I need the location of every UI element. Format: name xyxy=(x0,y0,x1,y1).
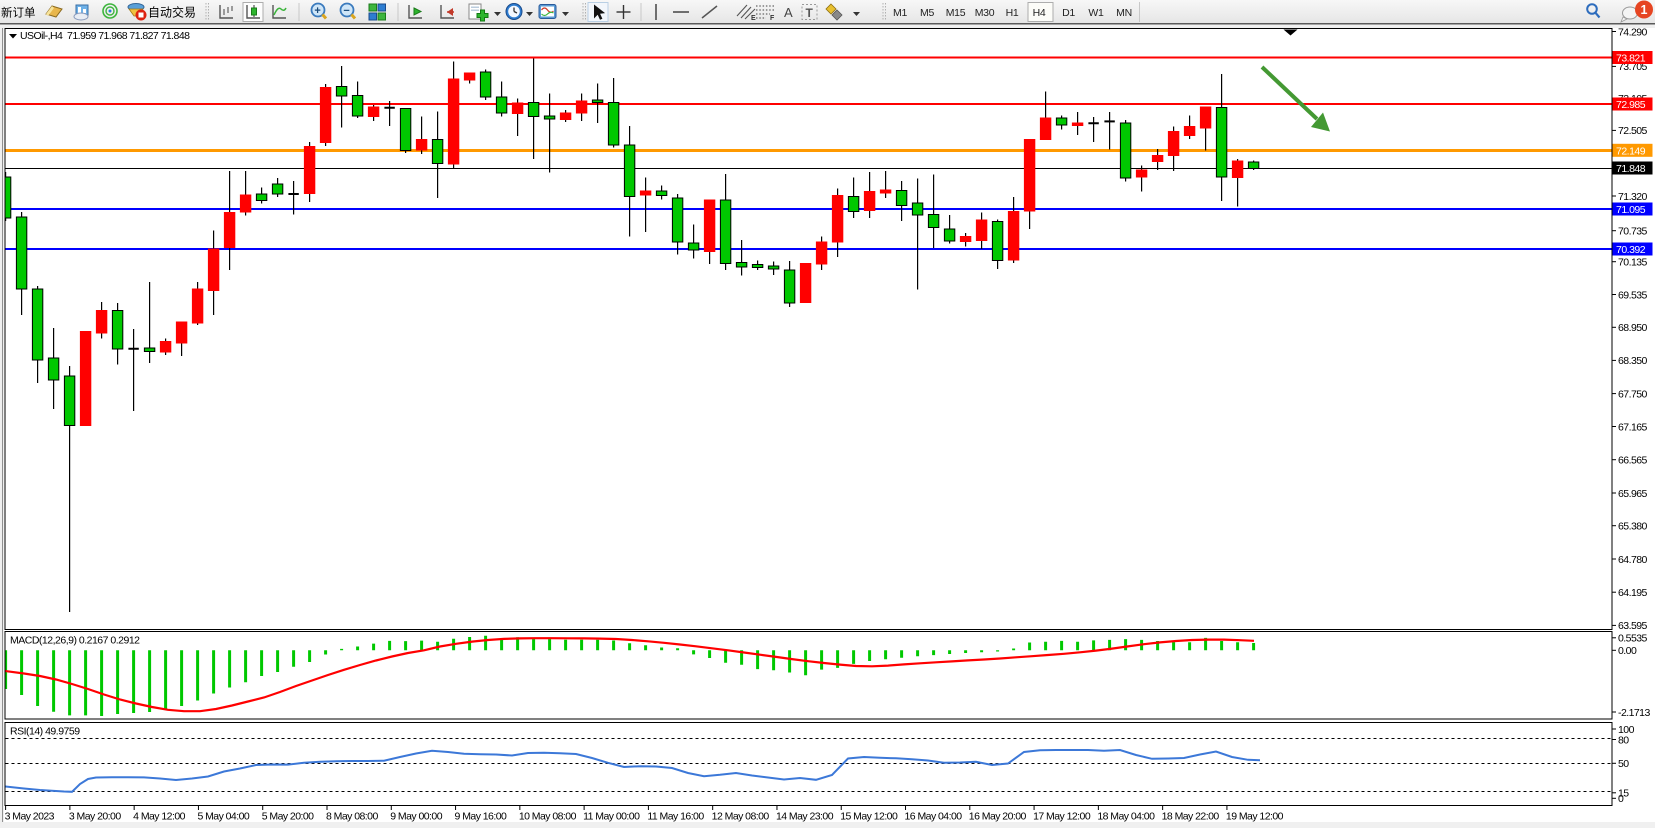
svg-text:16 May 20:00: 16 May 20:00 xyxy=(969,811,1027,823)
svg-text:USOil-,H4 71.959 71.968 71.82: USOil-,H4 71.959 71.968 71.827 71.848 xyxy=(20,30,190,42)
svg-text:新订单: 新订单 xyxy=(1,6,36,20)
svg-text:0.00: 0.00 xyxy=(1618,645,1637,657)
svg-text:72.505: 72.505 xyxy=(1618,125,1648,137)
svg-text:10 May 08:00: 10 May 08:00 xyxy=(519,811,577,823)
svg-text:71.095: 71.095 xyxy=(1616,204,1646,216)
svg-text:5 May 20:00: 5 May 20:00 xyxy=(262,811,314,823)
svg-text:71.320: 71.320 xyxy=(1618,191,1648,203)
svg-text:11 May 00:00: 11 May 00:00 xyxy=(583,811,640,823)
svg-text:3 May 2023: 3 May 2023 xyxy=(5,811,55,823)
svg-text:72.149: 72.149 xyxy=(1616,146,1646,158)
svg-text:16 May 04:00: 16 May 04:00 xyxy=(905,811,963,823)
svg-text:4 May 12:00: 4 May 12:00 xyxy=(133,811,185,823)
svg-text:71.848: 71.848 xyxy=(1616,163,1646,175)
svg-text:73.821: 73.821 xyxy=(1616,53,1646,65)
svg-text:M30: M30 xyxy=(975,7,995,19)
svg-text:0: 0 xyxy=(1618,793,1624,805)
svg-text:17 May 12:00: 17 May 12:00 xyxy=(1033,811,1091,823)
svg-text:15: 15 xyxy=(1618,788,1629,800)
svg-text:69.535: 69.535 xyxy=(1618,289,1648,301)
svg-text:80: 80 xyxy=(1618,734,1629,746)
svg-text:12 May 08:00: 12 May 08:00 xyxy=(712,811,770,823)
svg-text:50: 50 xyxy=(1618,758,1629,770)
svg-text:14 May 23:00: 14 May 23:00 xyxy=(776,811,834,823)
svg-text:70.735: 70.735 xyxy=(1618,226,1648,238)
svg-text:73.705: 73.705 xyxy=(1618,61,1648,73)
svg-text:70.135: 70.135 xyxy=(1618,257,1648,269)
svg-text:E: E xyxy=(751,15,756,22)
svg-text:0.5535: 0.5535 xyxy=(1618,633,1648,645)
svg-text:65.965: 65.965 xyxy=(1618,488,1648,500)
svg-text:67.750: 67.750 xyxy=(1618,388,1648,400)
svg-text:63.595: 63.595 xyxy=(1618,620,1648,632)
svg-text:F: F xyxy=(770,15,775,22)
svg-text:A: A xyxy=(784,5,793,20)
svg-text:11 May 16:00: 11 May 16:00 xyxy=(647,811,704,823)
svg-text:8 May 08:00: 8 May 08:00 xyxy=(326,811,378,823)
svg-text:68.350: 68.350 xyxy=(1618,355,1648,367)
svg-text:T: T xyxy=(806,6,814,20)
svg-text:66.565: 66.565 xyxy=(1618,455,1648,467)
svg-text:MN: MN xyxy=(1116,7,1132,19)
svg-text:−: − xyxy=(343,5,349,17)
svg-text:5 May 04:00: 5 May 04:00 xyxy=(197,811,249,823)
svg-text:M1: M1 xyxy=(893,7,907,19)
svg-text:18 May 04:00: 18 May 04:00 xyxy=(1097,811,1155,823)
svg-text:RSI(14) 49.9759: RSI(14) 49.9759 xyxy=(10,726,80,738)
svg-text:3 May 20:00: 3 May 20:00 xyxy=(69,811,121,823)
svg-text:自动交易: 自动交易 xyxy=(148,5,196,20)
svg-text:-2.1713: -2.1713 xyxy=(1618,707,1650,719)
svg-text:1: 1 xyxy=(1641,3,1648,17)
svg-text:M15: M15 xyxy=(946,7,966,19)
svg-text:9 May 16:00: 9 May 16:00 xyxy=(455,811,507,823)
svg-text:H1: H1 xyxy=(1006,7,1019,19)
svg-text:15 May 12:00: 15 May 12:00 xyxy=(840,811,898,823)
svg-text:70.392: 70.392 xyxy=(1616,244,1646,256)
svg-text:MACD(12,26,9) 0.2167 0.2912: MACD(12,26,9) 0.2167 0.2912 xyxy=(10,635,140,647)
svg-text:H4: H4 xyxy=(1033,7,1046,19)
svg-text:65.380: 65.380 xyxy=(1618,521,1648,533)
svg-text:72.985: 72.985 xyxy=(1616,99,1646,111)
svg-text:19 May 12:00: 19 May 12:00 xyxy=(1226,811,1284,823)
svg-text:9 May 00:00: 9 May 00:00 xyxy=(390,811,442,823)
svg-text:D1: D1 xyxy=(1062,7,1075,19)
svg-text:64.780: 64.780 xyxy=(1618,554,1648,566)
svg-text:100: 100 xyxy=(1618,724,1635,736)
svg-text:74.290: 74.290 xyxy=(1618,26,1648,38)
svg-text:W1: W1 xyxy=(1088,7,1104,19)
svg-text:+: + xyxy=(314,5,320,17)
svg-text:68.950: 68.950 xyxy=(1618,322,1648,334)
svg-text:64.195: 64.195 xyxy=(1618,587,1648,599)
svg-text:M5: M5 xyxy=(920,7,934,19)
svg-text:18 May 22:00: 18 May 22:00 xyxy=(1162,811,1220,823)
svg-text:67.165: 67.165 xyxy=(1618,421,1648,433)
